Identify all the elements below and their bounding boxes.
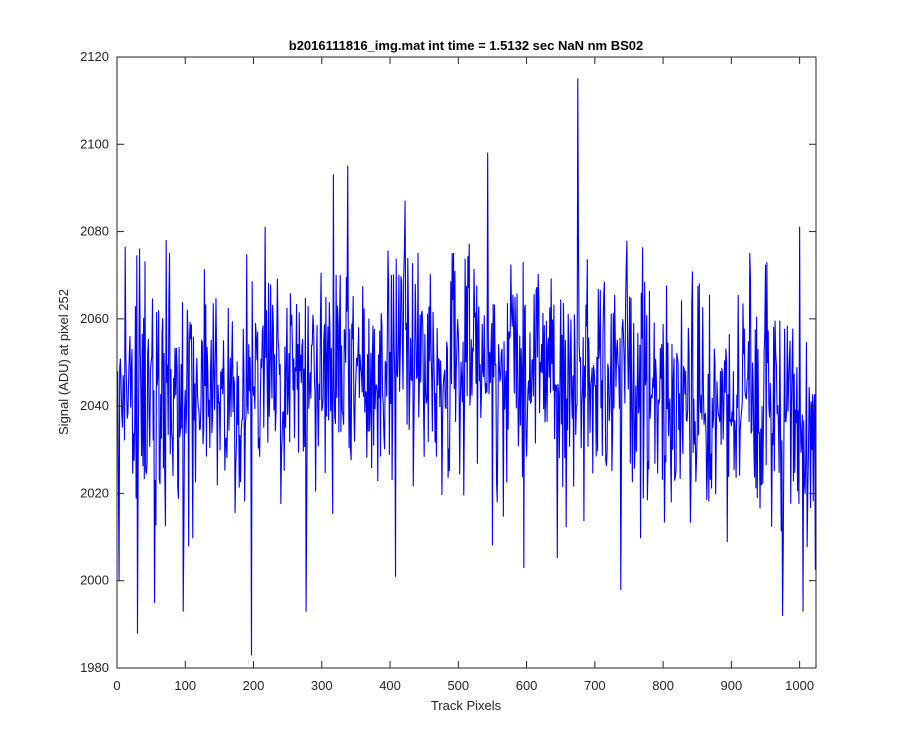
x-tick-label: 900: [721, 678, 743, 693]
y-tick-label: 2040: [80, 398, 109, 413]
y-tick-label: 2060: [80, 311, 109, 326]
y-tick-label: 2120: [80, 49, 109, 64]
x-tick-label: 500: [447, 678, 469, 693]
y-tick-label: 2020: [80, 485, 109, 500]
axes-layer: 0 100 200 300 400 500 600 700 800 900 1000 1980 2000…: [80, 49, 816, 693]
y-tick-label: 2080: [80, 224, 109, 239]
chart-title: b2016111816_img.mat int time = 1.5132 se…: [289, 38, 643, 53]
x-tick-label: 200: [243, 678, 265, 693]
x-tick-label: 400: [379, 678, 401, 693]
x-tick-label: 700: [584, 678, 606, 693]
x-tick-label: 100: [174, 678, 196, 693]
y-axis-label: Signal (ADU) at pixel 252: [56, 289, 71, 435]
x-tick-label: 600: [516, 678, 538, 693]
y-tick-label: 2000: [80, 573, 109, 588]
x-tick-label: 0: [113, 678, 120, 693]
x-tick-label: 1000: [785, 678, 814, 693]
x-tick-label: 300: [311, 678, 333, 693]
y-tick-label: 2100: [80, 136, 109, 151]
x-axis-label: Track Pixels: [431, 698, 502, 713]
axes-box: [116, 56, 817, 669]
x-tick-label: 800: [652, 678, 674, 693]
y-tick-label: 1980: [80, 660, 109, 675]
signal-series-line: [117, 78, 816, 656]
series-layer: [117, 78, 816, 656]
